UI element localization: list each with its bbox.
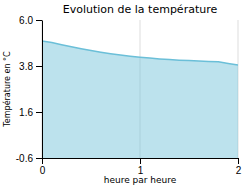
x-tick-label: 0 [40, 165, 46, 176]
x-tick: 0 [40, 158, 46, 176]
y-axis-line [42, 21, 43, 159]
line [42, 41, 238, 65]
y-tick-label: 6.0 [19, 15, 33, 26]
y-tick-label: 1.6 [19, 107, 33, 118]
y-axis-title: Température en °C [2, 51, 12, 128]
x-tick-mark [42, 158, 43, 164]
x-axis: 0 1 2 [40, 158, 242, 176]
y-tick: 6.0 [19, 15, 42, 26]
grid-line [42, 20, 43, 158]
marks [42, 41, 238, 158]
x-tick: 1 [138, 158, 144, 176]
plot: 0 1 2 -0.6 1.6 3.8 6.0 [16, 15, 242, 176]
y-tick-label: 3.8 [19, 61, 33, 72]
x-tick-mark [140, 158, 141, 164]
x-tick-mark [238, 158, 239, 164]
y-tick-mark [36, 158, 42, 159]
y-tick: 3.8 [19, 61, 42, 72]
x-axis-title: heure par heure [104, 175, 177, 185]
y-tick-mark [36, 20, 42, 21]
area [42, 41, 238, 158]
y-tick-mark [36, 66, 42, 67]
y-tick-label: -0.6 [16, 153, 34, 164]
x-tick: 2 [236, 158, 242, 176]
y-axis: -0.6 1.6 3.8 6.0 [16, 15, 43, 164]
grid [42, 20, 238, 158]
y-tick: 1.6 [19, 107, 42, 118]
x-tick-label: 2 [236, 165, 242, 176]
chart: 0 1 2 -0.6 1.6 3.8 6.0 Evolution de la températ… [0, 0, 250, 188]
title: Evolution de la température [63, 3, 218, 16]
y-tick: -0.6 [16, 153, 42, 164]
y-tick-mark [36, 112, 42, 113]
